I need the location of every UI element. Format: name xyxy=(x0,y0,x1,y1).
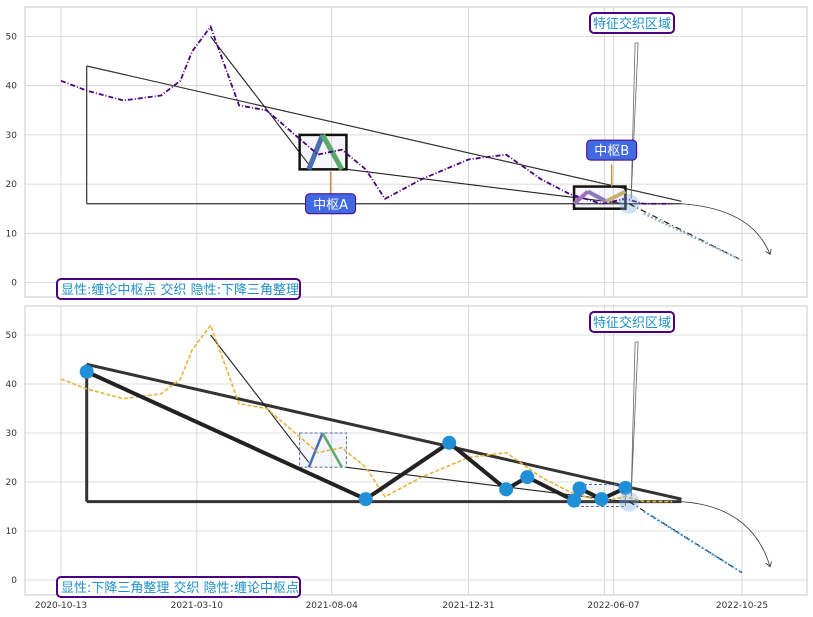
y-tick-label: 40 xyxy=(6,82,18,92)
y-tick-label: 10 xyxy=(6,527,18,537)
y-tick-label: 30 xyxy=(6,429,18,439)
pivot-point xyxy=(520,470,535,485)
x-tick-label: 2022-06-07 xyxy=(587,601,639,611)
pivot-point xyxy=(594,492,609,507)
pivot-point xyxy=(499,482,514,497)
y-tick-label: 0 xyxy=(11,279,17,289)
projection-arc-arrow xyxy=(681,203,770,255)
x-tick-label: 2021-12-31 xyxy=(442,601,494,611)
y-tick-label: 0 xyxy=(11,576,17,586)
zhongshu-a-down-segment xyxy=(321,432,343,468)
special-zone-label: 特征交织区域 xyxy=(593,16,671,32)
bottom-legend-box xyxy=(56,576,301,598)
x-tick-label: 2021-03-10 xyxy=(171,601,224,611)
special-zone-label-box xyxy=(589,12,675,34)
callout-a-label: 中枢A xyxy=(313,198,348,213)
projection-dashed-line xyxy=(628,203,743,261)
y-tick-label: 50 xyxy=(6,33,18,43)
y-tick-label: 40 xyxy=(6,380,18,390)
bottom-legend-text: 显性:下降三角整理 交织 隐性:缠论中枢点 xyxy=(61,580,299,596)
bottom-plot-frame xyxy=(24,305,808,596)
trend-line-peak xyxy=(210,36,310,165)
y-tick-label: 30 xyxy=(6,131,18,141)
special-zone-label: 特征交织区域 xyxy=(593,315,671,331)
zhongshu-a-up-segment xyxy=(306,133,325,171)
top-legend-box xyxy=(56,278,301,300)
trend-line-peak xyxy=(210,334,310,463)
pivot-point xyxy=(79,364,94,379)
callout-b-label: 中枢B xyxy=(594,144,629,159)
projection-arc-arrow xyxy=(681,501,770,567)
x-tick-label: 2020-10-13 xyxy=(35,601,87,611)
x-tick-label: 2021-08-04 xyxy=(306,601,359,611)
x-tick-label: 2022-10-25 xyxy=(716,601,768,611)
triangle-upper-line xyxy=(86,362,682,501)
zhongshu-a-up-segment xyxy=(307,432,324,468)
callout-a-box xyxy=(305,193,357,215)
special-zone-pointer xyxy=(630,42,639,199)
top-plot-frame xyxy=(24,6,808,298)
y-tick-label: 20 xyxy=(6,180,18,190)
y-tick-label: 20 xyxy=(6,478,18,488)
special-zone-pointer xyxy=(630,341,639,497)
triangle-upper-line xyxy=(86,65,682,202)
callout-b-box xyxy=(586,139,638,161)
y-tick-label: 10 xyxy=(6,229,18,239)
y-tick-label: 50 xyxy=(6,331,18,341)
projection-target-line xyxy=(643,510,743,574)
pivot-point xyxy=(358,492,373,507)
zhongshu-b-segment-2 xyxy=(586,189,608,204)
pivot-point xyxy=(572,481,587,496)
top-legend-text: 显性:缠论中枢点 交织 隐性:下降三角整理 xyxy=(61,282,299,298)
pivot-point xyxy=(618,480,633,495)
pivot-point xyxy=(442,435,457,450)
price-line xyxy=(60,24,673,205)
pivot-point xyxy=(567,493,582,508)
special-zone-label-box xyxy=(589,311,675,333)
zhongshu-b-segment-1 xyxy=(572,189,590,206)
zhongshu-b-segment-3 xyxy=(605,189,627,204)
